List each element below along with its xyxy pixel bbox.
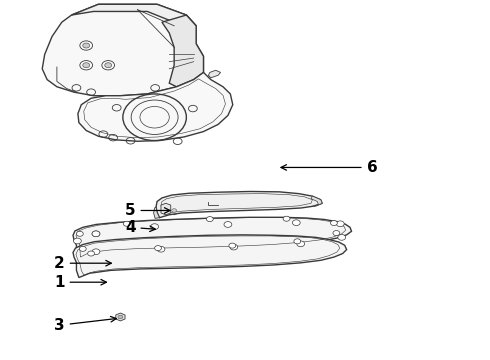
Circle shape [76, 231, 83, 236]
Polygon shape [162, 15, 203, 87]
Circle shape [229, 243, 236, 248]
Circle shape [206, 217, 213, 222]
Circle shape [155, 246, 161, 251]
Circle shape [83, 63, 90, 68]
Polygon shape [73, 217, 351, 257]
Circle shape [336, 221, 344, 226]
Polygon shape [161, 203, 171, 215]
Circle shape [105, 63, 112, 68]
Circle shape [92, 231, 100, 237]
Circle shape [83, 43, 90, 48]
Polygon shape [72, 4, 196, 26]
Circle shape [88, 251, 95, 256]
Polygon shape [311, 196, 322, 206]
Circle shape [123, 221, 130, 226]
Text: 3: 3 [54, 316, 116, 333]
Circle shape [293, 220, 300, 226]
Circle shape [338, 234, 345, 240]
Circle shape [172, 209, 176, 212]
Circle shape [230, 244, 238, 250]
Circle shape [297, 241, 305, 247]
Polygon shape [73, 235, 346, 278]
Text: 6: 6 [281, 160, 377, 175]
Circle shape [283, 216, 290, 221]
Circle shape [92, 231, 100, 237]
Circle shape [333, 230, 340, 235]
Circle shape [74, 238, 81, 244]
Circle shape [294, 239, 301, 244]
Circle shape [331, 221, 337, 226]
Circle shape [92, 249, 100, 255]
Polygon shape [78, 72, 233, 141]
Polygon shape [116, 313, 125, 321]
Circle shape [151, 224, 159, 229]
Polygon shape [208, 70, 220, 78]
Circle shape [224, 222, 232, 227]
Text: 5: 5 [125, 203, 170, 218]
Polygon shape [42, 4, 203, 96]
Text: 4: 4 [125, 220, 155, 235]
Polygon shape [156, 192, 322, 218]
Circle shape [79, 246, 86, 251]
Polygon shape [154, 207, 159, 219]
Polygon shape [169, 206, 179, 215]
Circle shape [157, 246, 165, 252]
Text: 1: 1 [54, 275, 106, 290]
Text: 2: 2 [54, 256, 111, 271]
Circle shape [118, 315, 123, 319]
